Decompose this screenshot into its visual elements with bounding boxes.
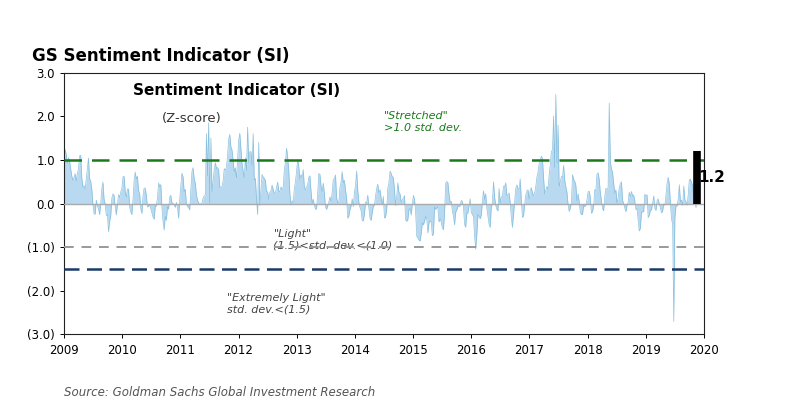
Text: GS Sentiment Indicator (SI): GS Sentiment Indicator (SI)	[32, 48, 290, 65]
Text: "Extremely Light"
std. dev.<(1.5): "Extremely Light" std. dev.<(1.5)	[227, 293, 326, 315]
Text: (Z-score): (Z-score)	[162, 112, 222, 125]
Text: "Light"
(1.5)<std. dev.<(1.0): "Light" (1.5)<std. dev.<(1.0)	[274, 229, 393, 250]
Text: Sentiment Indicator (SI): Sentiment Indicator (SI)	[134, 83, 340, 98]
Text: 1.2: 1.2	[698, 170, 725, 185]
Text: Source: Goldman Sachs Global Investment Research: Source: Goldman Sachs Global Investment …	[64, 386, 375, 399]
Text: "Stretched"
>1.0 std. dev.: "Stretched" >1.0 std. dev.	[384, 111, 462, 133]
